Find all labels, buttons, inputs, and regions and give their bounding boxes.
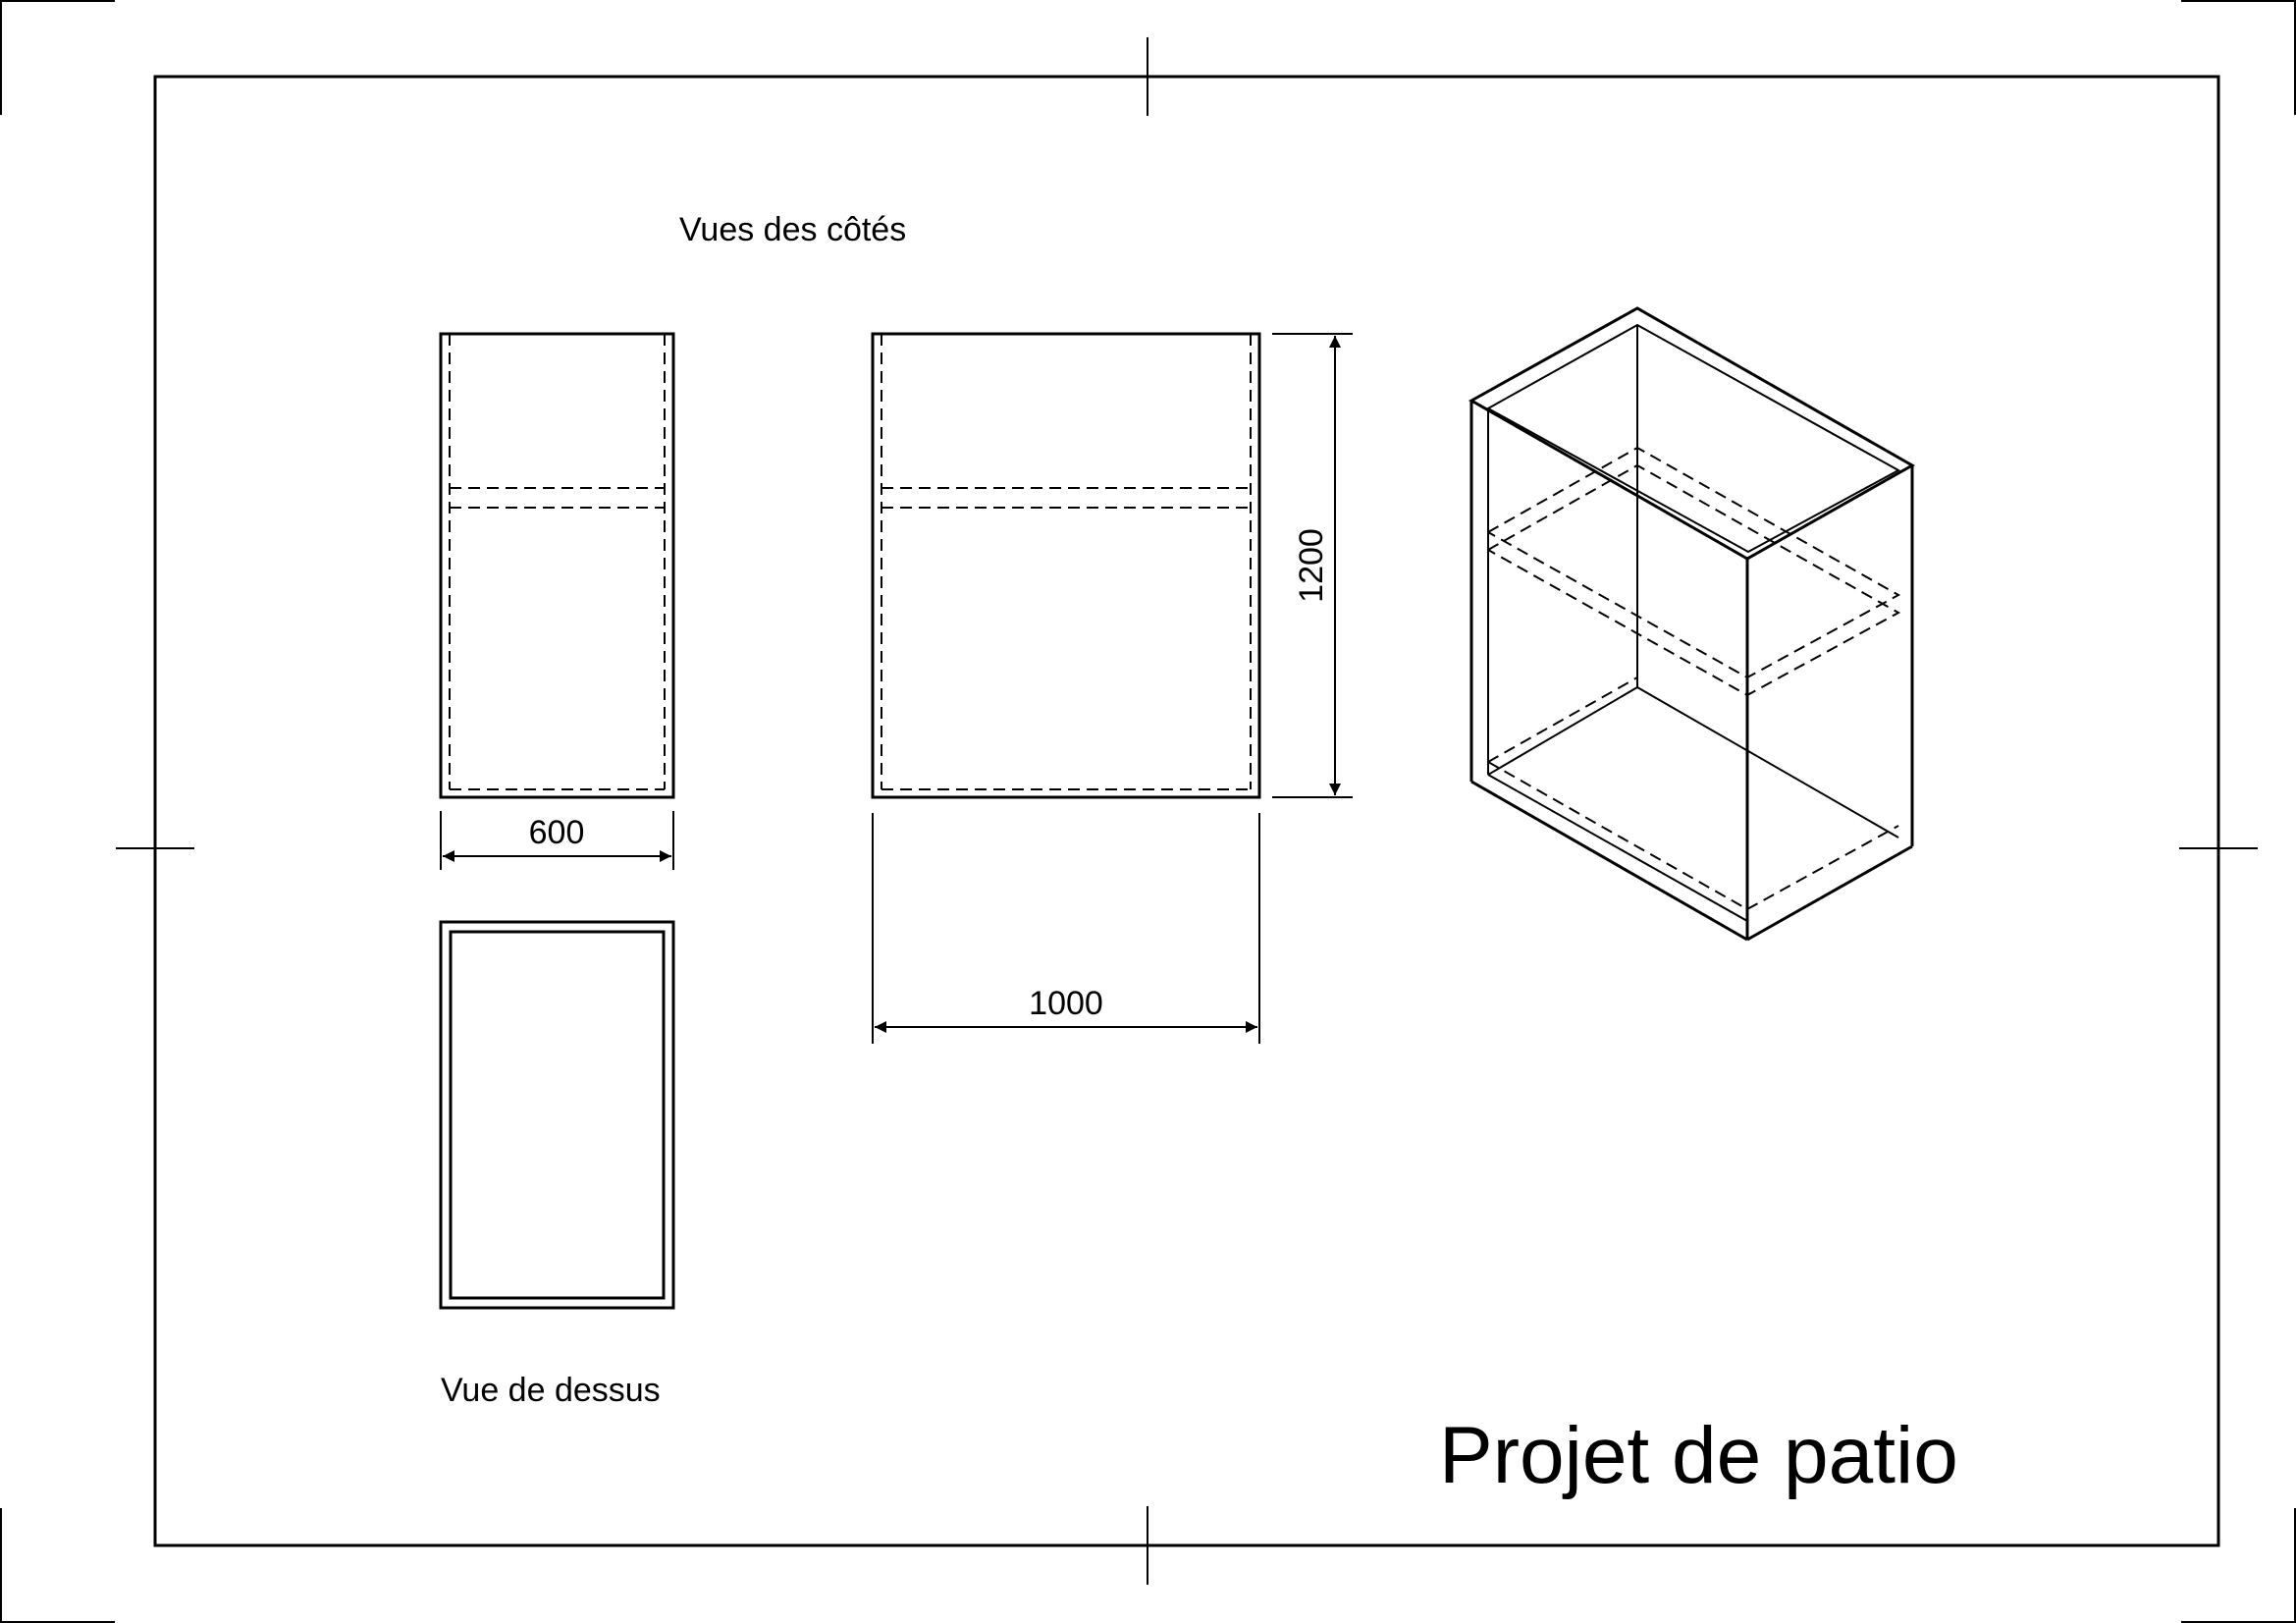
side-view-left [439, 332, 675, 799]
dimension-label-600: 600 [529, 814, 585, 851]
label-side-views: Vues des côtés [679, 211, 906, 248]
label-top-view: Vue de dessus [441, 1372, 661, 1409]
dimension-width-front: 1000 [872, 813, 1260, 1044]
dimension-width-side: 600 [440, 811, 674, 870]
top-view [439, 920, 675, 1310]
drawing-title: Projet de patio [1439, 1411, 1958, 1500]
dimension-label-1200: 1200 [1293, 528, 1330, 603]
side-view-front [871, 332, 1261, 799]
dimension-label-1000: 1000 [1029, 985, 1103, 1022]
dimension-height: 1200 [1272, 333, 1353, 798]
isometric-view [1468, 306, 1916, 942]
